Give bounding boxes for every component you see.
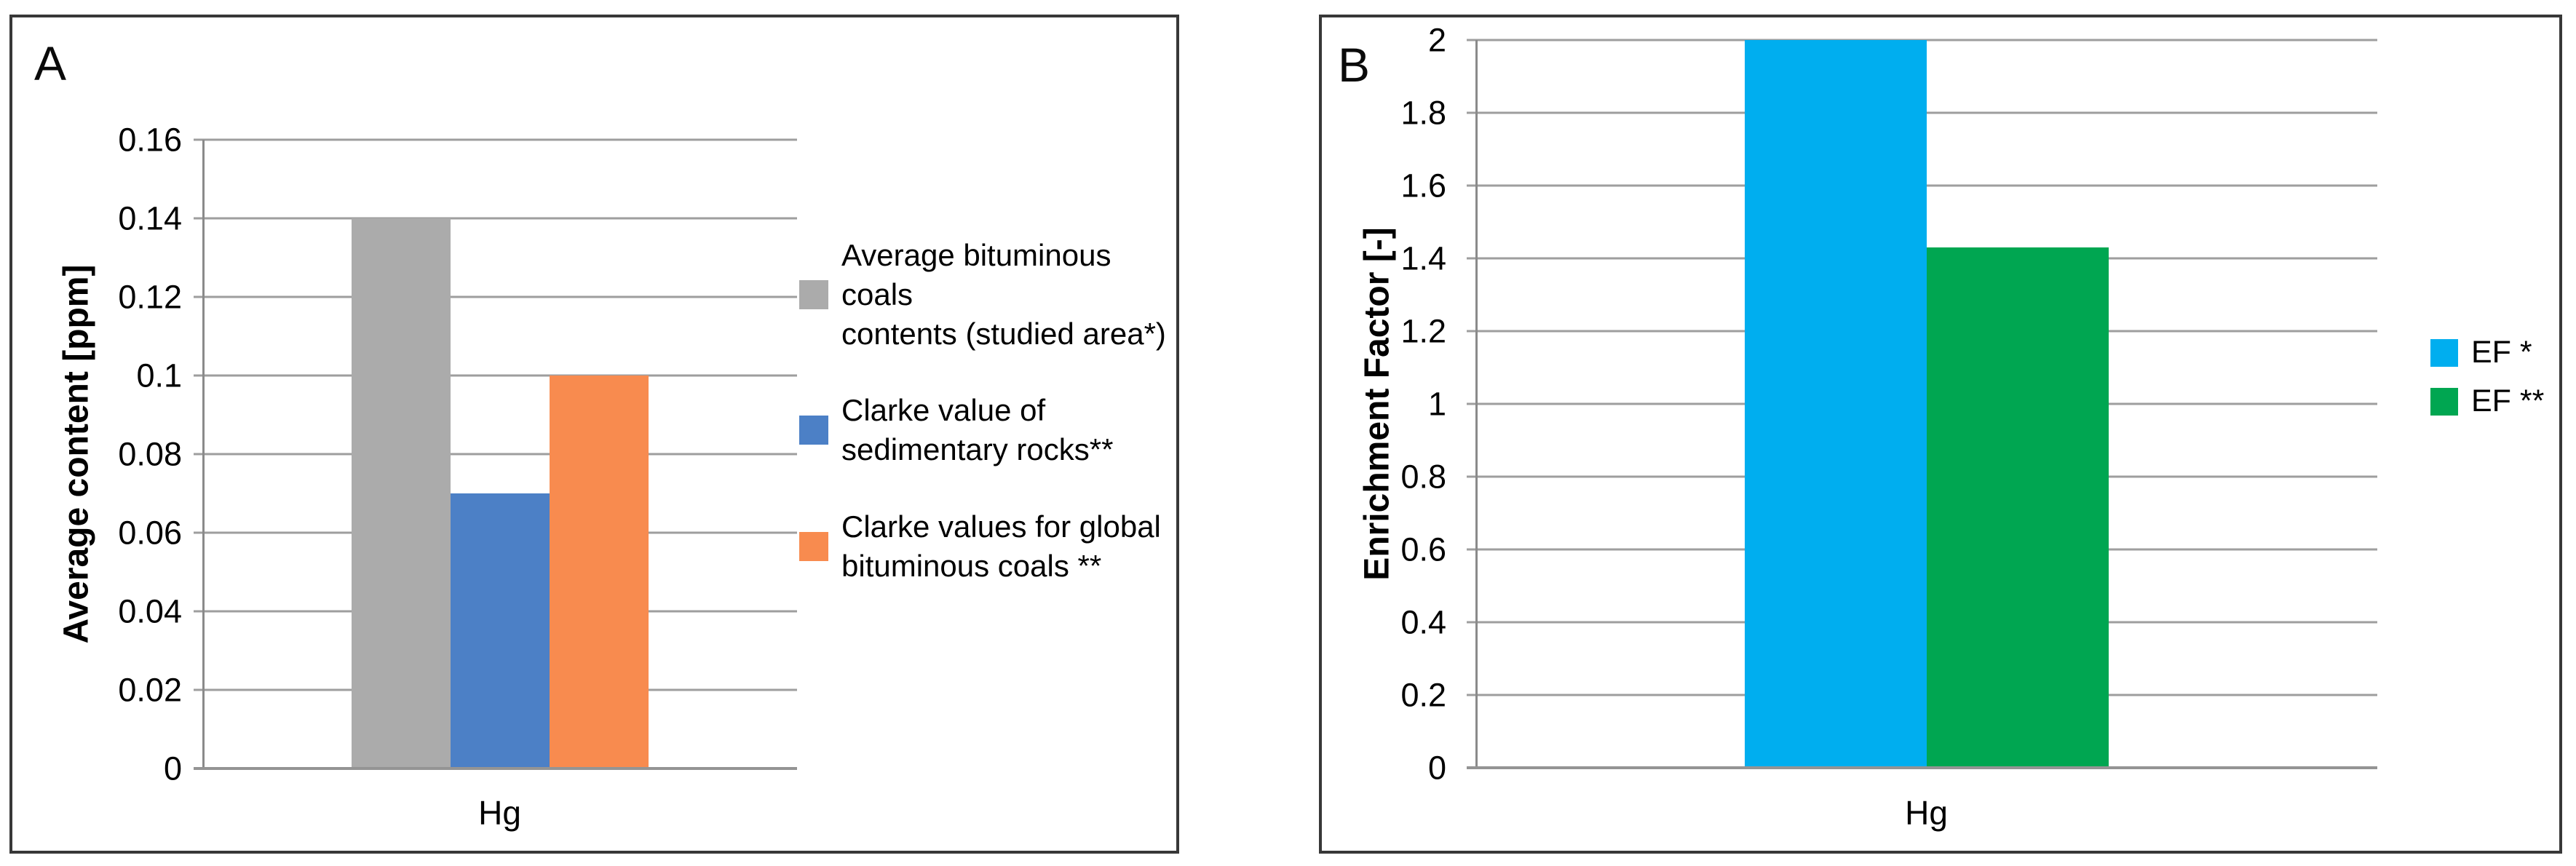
- panel-b-legend-swatch-1: [2430, 338, 2458, 367]
- panel-b-y-tick-labels: 0 0.2 0.4 0.6 0.8 1 1.2 1.4 1.6 1.8 2: [1322, 24, 1446, 784]
- panel-b-y-tick-label-1: 1: [1427, 385, 1446, 423]
- panel-a-gridline-0.08: [194, 453, 797, 456]
- panel-b-y-tick-label-1.2: 1.2: [1400, 312, 1446, 350]
- panel-a-gridline-0.1: [194, 374, 797, 377]
- panel-a-legend-item-3: Clarke values for global bituminous coals…: [799, 507, 1170, 586]
- panel-a-y-tick-label-0: 0: [163, 750, 182, 787]
- panel-a-bar-series-3: [549, 376, 649, 768]
- panel-a-gridline-0: [194, 767, 797, 770]
- panel-b-y-tick-label-0: 0: [1427, 749, 1446, 787]
- panel-b-gridline-0: [1467, 766, 2377, 769]
- panel-b-plot-area: [1467, 39, 2377, 769]
- panel-a-legend-swatch-3: [799, 531, 828, 561]
- panel-b-x-category-label: Hg: [1905, 794, 1948, 832]
- panel-a-y-tick-label-0.02: 0.02: [118, 671, 182, 709]
- panel-a-gridline-0.16: [194, 138, 797, 141]
- panel-b-y-tick-label-0.8: 0.8: [1400, 458, 1446, 496]
- panel-a-y-tick-label-0.14: 0.14: [118, 199, 182, 237]
- panel-a-x-category-label: Hg: [478, 794, 521, 832]
- panel-a-legend-item-2: Clarke value of sedimentary rocks**: [799, 391, 1170, 469]
- panel-a-gridline-0.14: [194, 217, 797, 220]
- panel-b-y-tick-label-1.4: 1.4: [1400, 239, 1446, 277]
- panel-b-y-tick-label-1.6: 1.6: [1400, 167, 1446, 204]
- panel-a-y-tick-label-0.16: 0.16: [118, 121, 182, 159]
- panel-b-legend: EF * EF **: [2430, 335, 2544, 419]
- panel-a-legend-swatch-2: [799, 416, 828, 445]
- panel-a-legend-item-1: Average bituminous coals contents (studie…: [799, 236, 1170, 353]
- panel-a-y-axis-line: [202, 140, 205, 768]
- panel-a-legend: Average bituminous coals contents (studie…: [799, 236, 1170, 585]
- panel-b-y-tick-label-1.8: 1.8: [1400, 94, 1446, 132]
- panel-b-legend-item-1: EF *: [2430, 335, 2544, 370]
- panel-b-bar-series-1: [1744, 40, 1927, 768]
- panel-a-y-tick-label-0.04: 0.04: [118, 592, 182, 630]
- chart-panel-b: B Enrichment Factor [-] 0 0.2 0.4 0.6 0.8 1 1.…: [1319, 15, 2562, 854]
- panel-a-legend-label-1: Average bituminous coals contents (studie…: [841, 238, 1166, 351]
- panel-a-y-tick-label-0.08: 0.08: [118, 435, 182, 473]
- panel-a-y-tick-label-0.1: 0.1: [136, 357, 182, 394]
- panel-a-label: A: [34, 36, 67, 90]
- panel-a-y-tick-label-0.12: 0.12: [118, 278, 182, 316]
- panel-a-bar-series-2: [450, 493, 550, 768]
- panel-b-y-tick-label-2: 2: [1427, 21, 1446, 59]
- panel-b-y-tick-label-0.4: 0.4: [1400, 603, 1446, 641]
- panel-b-y-tick-label-0.2: 0.2: [1400, 676, 1446, 714]
- panel-b-label: B: [1338, 38, 1371, 92]
- panel-a-bar-series-1: [351, 218, 451, 768]
- panel-a-bars: [202, 140, 797, 768]
- panel-b-bars: [1475, 40, 2377, 768]
- panel-a-legend-swatch-1: [799, 279, 828, 309]
- panel-a-y-tick-labels: 0 0.02 0.04 0.06 0.08 0.1 0.12 0.14 0.16: [12, 124, 182, 785]
- panel-b-y-axis-line: [1475, 40, 1478, 768]
- panel-b-y-tick-label-0.6: 0.6: [1400, 531, 1446, 568]
- panel-b-legend-item-2: EF **: [2430, 384, 2544, 418]
- panel-b-legend-swatch-2: [2430, 387, 2458, 416]
- panel-b-legend-label-2: EF **: [2471, 384, 2545, 419]
- chart-panel-a: A Average content [ppm] 0 0.02 0.04 0.06 0.0…: [9, 15, 1179, 854]
- panel-a-plot-area: [194, 138, 797, 770]
- panel-a-legend-label-2: Clarke value of sedimentary rocks**: [841, 393, 1114, 466]
- panel-a-y-tick-label-0.06: 0.06: [118, 514, 182, 552]
- panel-a-legend-label-3: Clarke values for global bituminous coals…: [841, 509, 1161, 583]
- panel-b-bar-series-2: [1926, 247, 2109, 768]
- panel-b-legend-label-1: EF *: [2471, 335, 2532, 370]
- panel-a-gridline-0.12: [194, 295, 797, 298]
